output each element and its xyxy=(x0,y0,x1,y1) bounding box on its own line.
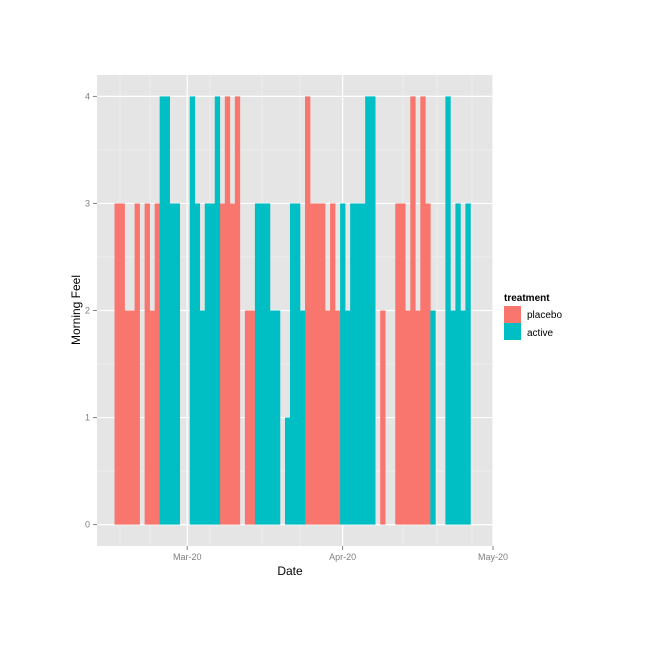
bar-placebo xyxy=(415,310,421,525)
bar-placebo xyxy=(149,310,155,525)
bar-active xyxy=(209,203,216,525)
legend-key-placebo xyxy=(504,306,521,323)
bar-active xyxy=(360,203,366,525)
x-tick-label: May-20 xyxy=(478,552,508,562)
bar-placebo xyxy=(119,203,125,525)
bar-active xyxy=(430,310,436,525)
x-tick-label: Apr-20 xyxy=(329,552,356,562)
y-tick-label: 2 xyxy=(85,306,90,316)
bar-placebo xyxy=(219,203,226,525)
y-tick-label: 1 xyxy=(85,413,90,423)
bar-placebo xyxy=(144,203,150,525)
bar-placebo xyxy=(305,96,311,525)
bar-placebo xyxy=(134,203,140,525)
bar-active xyxy=(455,203,461,525)
bar-active xyxy=(355,203,361,525)
legend: treatment placebo active xyxy=(504,293,562,340)
bar-active xyxy=(264,203,271,525)
bar-active xyxy=(289,203,296,525)
bar-placebo xyxy=(330,203,336,525)
bar-active xyxy=(345,310,351,525)
x-axis: Mar-20 Apr-20 May-20 xyxy=(173,546,508,562)
bar-placebo xyxy=(310,203,316,525)
bar-active xyxy=(169,203,175,525)
y-tick-label: 4 xyxy=(85,91,90,101)
bar-active xyxy=(284,417,291,525)
y-axis-title: Morning Feel xyxy=(69,275,83,345)
bar-active xyxy=(164,96,170,525)
bar-active xyxy=(259,203,266,525)
bar-placebo xyxy=(405,310,411,525)
bar-placebo xyxy=(410,96,416,525)
bar-active xyxy=(460,310,466,525)
y-axis: 0 1 2 3 4 xyxy=(85,91,97,530)
bar-placebo xyxy=(335,310,341,525)
bar-active xyxy=(340,203,346,525)
bar-active xyxy=(274,310,281,525)
bar-active xyxy=(214,96,221,525)
bar-placebo xyxy=(244,310,251,525)
bar-placebo xyxy=(229,203,236,525)
bar-placebo xyxy=(315,203,321,525)
bar-placebo xyxy=(320,203,326,525)
y-tick-label: 3 xyxy=(85,198,90,208)
y-tick-label: 0 xyxy=(85,520,90,530)
bar-placebo xyxy=(124,310,130,525)
bar-placebo xyxy=(114,203,120,525)
bar-placebo xyxy=(224,96,231,525)
bar-active xyxy=(269,310,276,525)
bar-active xyxy=(445,96,451,525)
legend-label-placebo: placebo xyxy=(527,310,562,321)
bar-active xyxy=(194,203,201,525)
bar-placebo xyxy=(325,310,331,525)
bar-placebo xyxy=(425,203,431,525)
bar-placebo xyxy=(154,203,160,525)
bar-active xyxy=(365,96,371,525)
bars xyxy=(114,96,471,525)
bar-active xyxy=(350,203,356,525)
bar-placebo xyxy=(400,203,406,525)
bar-active xyxy=(370,96,376,525)
bar-placebo xyxy=(249,310,256,525)
x-tick-label: Mar-20 xyxy=(173,552,202,562)
x-axis-title: Date xyxy=(277,564,303,578)
bar-active xyxy=(159,96,165,525)
legend-label-active: active xyxy=(527,328,554,339)
legend-key-active xyxy=(504,323,521,340)
bar-placebo xyxy=(380,310,386,525)
bar-active xyxy=(300,310,306,525)
bar-placebo xyxy=(420,96,426,525)
legend-title: treatment xyxy=(504,293,550,304)
bar-active xyxy=(204,203,211,525)
bar-placebo xyxy=(129,310,135,525)
bar-active xyxy=(174,203,181,525)
bar-placebo xyxy=(234,96,241,525)
bar-placebo xyxy=(395,203,401,525)
bar-active xyxy=(254,203,261,525)
bar-active xyxy=(450,310,456,525)
bar-active xyxy=(295,203,301,525)
bar-active xyxy=(199,310,206,525)
bar-active xyxy=(189,96,196,525)
bar-active xyxy=(465,203,471,525)
